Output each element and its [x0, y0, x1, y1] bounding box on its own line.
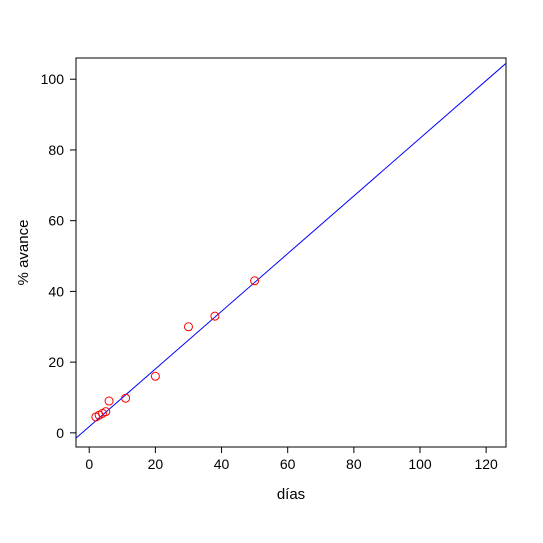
scatter-points — [92, 277, 259, 421]
y-tick-label: 20 — [48, 354, 64, 370]
x-tick-label: 120 — [474, 456, 498, 472]
scatter-chart: 0 20 40 60 80 100 120 0 20 40 60 80 100 días % avance — [0, 0, 543, 543]
x-tick-label: 100 — [408, 456, 432, 472]
data-point — [251, 277, 259, 285]
x-tick-label: 20 — [148, 456, 164, 472]
y-tick-label: 80 — [48, 142, 64, 158]
regression-line — [76, 63, 506, 438]
y-tick-label: 100 — [41, 71, 65, 87]
data-point — [105, 397, 113, 405]
y-axis-label: % avance — [15, 220, 32, 286]
data-point — [184, 323, 192, 331]
x-tick-label: 60 — [280, 456, 296, 472]
data-point — [151, 372, 159, 380]
x-axis-label: días — [277, 486, 305, 503]
x-tick-label: 40 — [214, 456, 230, 472]
chart-svg: 0 20 40 60 80 100 120 0 20 40 60 80 100 días % avance — [0, 0, 543, 543]
x-tick-label: 0 — [85, 456, 93, 472]
y-tick-label: 60 — [48, 213, 64, 229]
x-tick-label: 80 — [346, 456, 362, 472]
data-point — [211, 312, 219, 320]
y-tick-label: 40 — [48, 283, 64, 299]
plot-frame — [76, 58, 506, 447]
y-tick-label: 0 — [56, 425, 64, 441]
